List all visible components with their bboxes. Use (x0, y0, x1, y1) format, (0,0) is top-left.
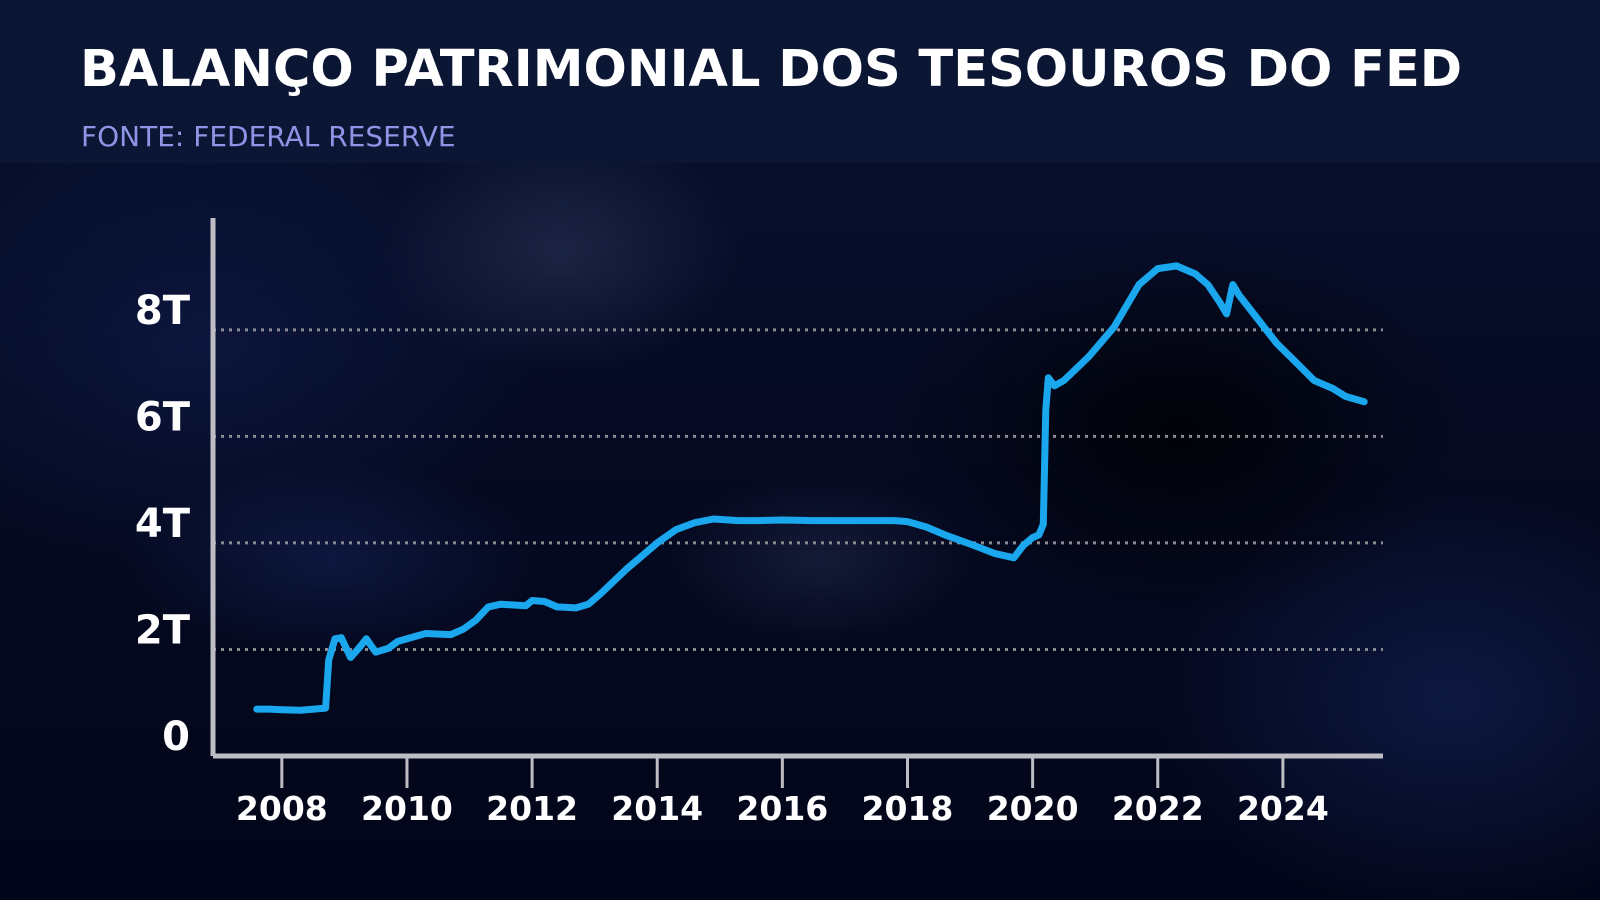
y-ticks: 0 2T 4T 6T 8T (135, 288, 191, 760)
x-tick-label: 2010 (361, 789, 453, 828)
chart-title: BALANÇO PATRIMONIAL DOS TESOUROS DO FED (80, 40, 1463, 99)
y-tick-label: 8T (135, 288, 191, 334)
y-tick-label: 2T (135, 607, 191, 653)
header-bar: BALANÇO PATRIMONIAL DOS TESOUROS DO FED … (0, 0, 1600, 163)
x-tick-label: 2014 (611, 789, 703, 828)
x-ticks: 2008 2010 2012 2014 2016 2018 2020 2022 2024 (236, 756, 1329, 828)
y-tick-label: 6T (135, 394, 191, 440)
x-tick-label: 2012 (486, 789, 578, 828)
x-tick-label: 2022 (1112, 789, 1204, 828)
gridlines (213, 328, 1383, 651)
x-tick-label: 2024 (1237, 789, 1329, 828)
series-line (253, 262, 1368, 714)
y-tick-label: 0 (162, 714, 190, 760)
axes (210, 218, 1383, 759)
x-tick-label: 2016 (736, 789, 828, 828)
y-tick-label: 4T (135, 501, 191, 547)
series-layer (253, 262, 1368, 714)
x-tick-label: 2008 (236, 789, 328, 828)
x-tick-label: 2018 (862, 789, 954, 828)
x-tick-label: 2020 (987, 789, 1079, 828)
chart-source: FONTE: FEDERAL RESERVE (81, 120, 456, 153)
